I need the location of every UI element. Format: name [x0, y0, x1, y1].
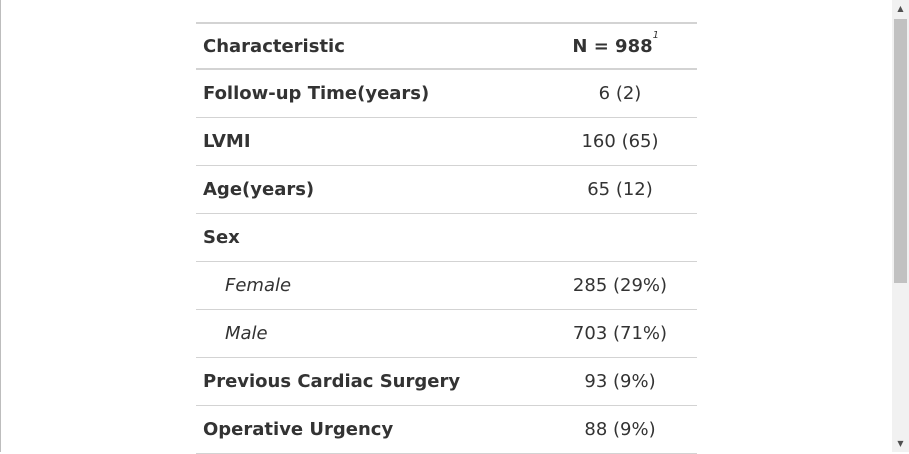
- summary-table: Characteristic N = 9881 Follow-up Time(y…: [196, 22, 697, 454]
- scroll-thumb[interactable]: [894, 19, 907, 283]
- table-row: Previous Cardiac Surgery 93 (9%): [196, 358, 697, 406]
- row-value: 285 (29%): [572, 275, 668, 296]
- table-row: Operative Urgency 88 (9%): [196, 406, 697, 454]
- table-row: Male 703 (71%): [196, 310, 697, 358]
- footnote-marker: 1: [652, 29, 659, 41]
- row-value: 703 (71%): [572, 323, 668, 344]
- table-row: Follow-up Time(years) 6 (2): [196, 70, 697, 118]
- header-n: N = 9881: [543, 30, 697, 57]
- row-label: Follow-up Time(years): [203, 83, 430, 104]
- row-value: 160 (65): [581, 131, 659, 152]
- header-characteristic: Characteristic: [203, 35, 345, 57]
- triangle-down-icon: ▼: [897, 439, 904, 448]
- row-label: LVMI: [203, 131, 251, 152]
- row-value: 88 (9%): [584, 419, 656, 440]
- row-value: 6 (2): [598, 83, 642, 104]
- scroll-down-button[interactable]: ▼: [892, 435, 909, 452]
- window-border: [0, 0, 1, 452]
- row-value: 93 (9%): [584, 371, 656, 392]
- row-label: Sex: [203, 227, 240, 248]
- table-row: Sex: [196, 214, 697, 262]
- row-value: 65 (12): [587, 179, 653, 200]
- row-label: Female: [225, 275, 292, 296]
- row-label: Operative Urgency: [203, 419, 394, 440]
- triangle-up-icon: ▲: [897, 4, 904, 13]
- table-row: LVMI 160 (65): [196, 118, 697, 166]
- table-row: Age(years) 65 (12): [196, 166, 697, 214]
- table-row: Female 285 (29%): [196, 262, 697, 310]
- header-n-label: N = 988: [572, 35, 653, 57]
- row-label: Male: [225, 323, 268, 344]
- table-top-rule: [196, 22, 697, 24]
- table-header-row: Characteristic N = 9881: [196, 24, 697, 70]
- row-label: Age(years): [203, 179, 315, 200]
- scroll-up-button[interactable]: ▲: [892, 0, 909, 17]
- vertical-scrollbar[interactable]: ▲ ▼: [892, 0, 909, 452]
- row-label: Previous Cardiac Surgery: [203, 371, 461, 392]
